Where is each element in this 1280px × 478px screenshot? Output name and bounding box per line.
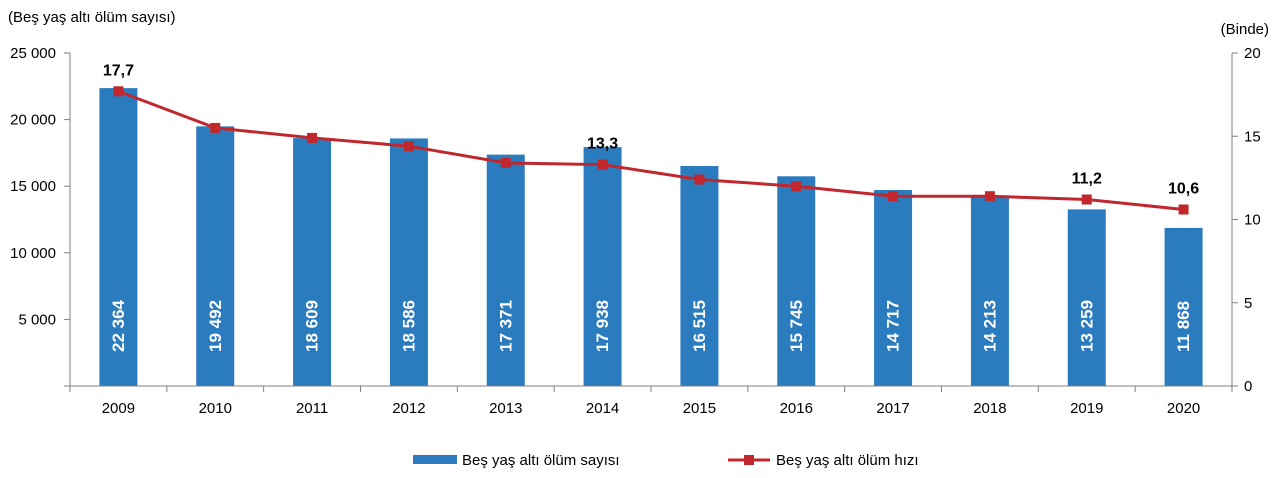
bar-value-label: 13 259 <box>1077 300 1096 352</box>
bar-value-label: 17 371 <box>496 300 515 352</box>
bar-value-label: 22 364 <box>109 299 128 352</box>
legend-bar-label: Beş yaş altı ölüm sayısı <box>462 452 620 469</box>
bar-value-label: 18 586 <box>399 300 418 352</box>
y2-tick-label: 20 <box>1244 45 1261 62</box>
y2-tick-label: 10 <box>1244 212 1261 229</box>
bar-labels: 22 364 19 492 18 609 18 586 17 371 17 938 16 5… <box>109 299 1193 352</box>
bar <box>680 166 719 386</box>
y-tick-label: 20 000 <box>10 112 56 129</box>
legend: Beş yaş altı ölüm sayısı Beş yaş altı öl… <box>413 452 919 469</box>
rate-marker <box>597 159 608 170</box>
x-tick-label: 2010 <box>199 400 232 417</box>
rate-marker <box>791 181 802 192</box>
rate-value-label: 13,3 <box>587 136 618 153</box>
rate-marker <box>403 141 414 152</box>
y-ticks: 25 000 20 000 15 000 10 000 5 000 <box>10 45 70 387</box>
y2-ticks: 20 15 10 5 0 <box>1232 45 1261 395</box>
bar-value-label: 16 515 <box>690 300 709 352</box>
bar-value-label: 14 717 <box>884 300 903 352</box>
x-tick-label: 2018 <box>973 400 1006 417</box>
y-tick-label: 25 000 <box>10 45 56 62</box>
x-tick-label: 2019 <box>1070 400 1103 417</box>
rate-marker <box>888 191 899 202</box>
bar-value-label: 19 492 <box>206 300 225 352</box>
legend-bar-swatch <box>413 455 457 464</box>
legend-line-label: Beş yaş altı ölüm hızı <box>776 452 919 469</box>
bar <box>486 154 525 386</box>
rate-marker <box>210 122 221 133</box>
rate-markers <box>113 86 1189 215</box>
x-ticks: 2009 2010 2011 2012 2013 2014 2015 2016 2017 2018… <box>69 386 1233 417</box>
legend-line-marker <box>744 455 754 465</box>
rate-marker <box>984 191 995 202</box>
bar-value-label: 15 745 <box>787 300 806 352</box>
y2-axis-title: (Binde) <box>1221 21 1269 38</box>
y-tick-label: 15 000 <box>10 178 56 195</box>
rate-marker <box>307 132 318 143</box>
y-axis-title: (Beş yaş altı ölüm sayısı) <box>8 9 176 26</box>
bar <box>293 138 332 386</box>
rate-marker <box>500 157 511 168</box>
bar <box>583 147 622 386</box>
rate-value-label: 11,2 <box>1072 171 1102 188</box>
x-tick-label: 2013 <box>489 400 522 417</box>
rate-marker <box>113 86 124 97</box>
rate-marker <box>694 174 705 185</box>
rate-labels: 17,7 13,3 11,2 10,6 <box>103 62 1199 197</box>
x-tick-label: 2017 <box>876 400 909 417</box>
bar-value-label: 11 868 <box>1174 301 1193 352</box>
bar-value-label: 17 938 <box>593 300 612 352</box>
rate-line <box>117 89 1184 211</box>
rate-marker <box>1178 204 1189 215</box>
x-tick-label: 2020 <box>1167 400 1200 417</box>
bar-value-label: 18 609 <box>303 300 322 352</box>
x-tick-label: 2014 <box>586 400 619 417</box>
x-tick-label: 2009 <box>102 400 135 417</box>
y-tick-label: 10 000 <box>10 245 56 262</box>
bar <box>874 189 913 386</box>
bar <box>99 88 138 387</box>
rate-marker <box>1081 194 1092 205</box>
y2-tick-label: 0 <box>1244 378 1252 395</box>
rate-value-label: 10,6 <box>1168 181 1199 198</box>
bar <box>1164 227 1203 386</box>
x-tick-label: 2011 <box>296 400 328 417</box>
bar <box>1067 209 1106 386</box>
y-tick-label: 5 000 <box>18 311 56 328</box>
bar <box>777 176 816 386</box>
bar-value-label: 14 213 <box>980 300 999 352</box>
x-tick-label: 2012 <box>392 400 425 417</box>
bar <box>389 138 428 386</box>
bar <box>970 196 1009 386</box>
x-tick-label: 2016 <box>780 400 813 417</box>
bar <box>196 126 235 386</box>
rate-value-label: 17,7 <box>103 62 134 79</box>
x-tick-label: 2015 <box>683 400 716 417</box>
bars <box>99 88 1203 387</box>
y2-tick-label: 5 <box>1244 295 1252 312</box>
y2-tick-label: 15 <box>1244 128 1261 145</box>
